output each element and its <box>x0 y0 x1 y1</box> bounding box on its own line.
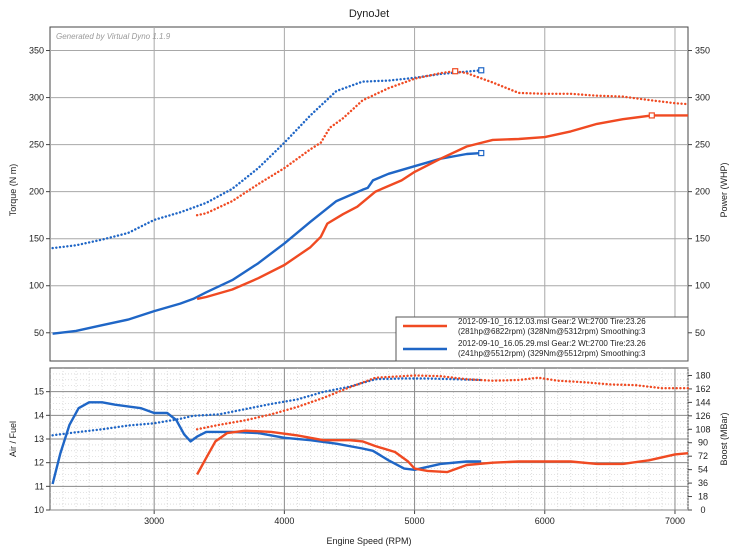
upper-y2-tick-label: 300 <box>695 93 710 103</box>
upper-end-markers <box>452 67 655 157</box>
peak-marker <box>452 68 459 75</box>
legend-entry-blue-line2: (241hp@5512rpm) (329Nm@5512rpm) Smoothin… <box>458 349 646 358</box>
upper-y2-axis-label: Power (WHP) <box>719 162 729 217</box>
lower-y2-tick-label: 36 <box>698 478 708 488</box>
upper-plot-area <box>49 26 689 362</box>
lower-y2-tick-label: 162 <box>695 384 710 394</box>
lower-y-tick-label: 13 <box>34 434 44 444</box>
upper-y-tick-label: 200 <box>29 187 44 197</box>
lower-y-tick-label: 11 <box>35 481 44 491</box>
peak-marker <box>478 67 485 74</box>
legend-entry-red-line1: 2012-09-10_16.12.03.msl Gear:2 Wt:2700 T… <box>458 317 646 326</box>
lower-y2-tick-label: 180 <box>695 370 710 380</box>
series-blue-torque-solid <box>52 151 482 335</box>
x-tick-label: 4000 <box>274 516 294 526</box>
legend: 2012-09-10_16.12.03.msl Gear:2 Wt:2700 T… <box>395 316 689 362</box>
x-tick-label: 5000 <box>405 516 425 526</box>
lower-y-tick-label: 10 <box>34 505 44 515</box>
lower-y-axis-label: Air / Fuel <box>8 421 18 457</box>
watermark: Generated by Virtual Dyno 1.1.9 <box>56 32 171 41</box>
upper-y-tick-label: 150 <box>29 234 44 244</box>
lower-grid <box>46 368 692 514</box>
x-tick-label: 6000 <box>535 516 555 526</box>
x-tick-label: 7000 <box>665 516 685 526</box>
upper-y2-tick-label: 150 <box>695 234 710 244</box>
upper-grid <box>46 27 692 361</box>
upper-y2-tick-label: 350 <box>695 46 710 56</box>
upper-y-tick-label: 350 <box>29 46 44 56</box>
upper-y2-tick-label: 50 <box>695 328 705 338</box>
lower-y2-tick-label: 72 <box>698 451 708 461</box>
series-red-afr-solid <box>196 429 689 476</box>
series-red-power-dotted <box>195 70 690 217</box>
lower-y2-tick-label: 126 <box>695 411 710 421</box>
lower-y2-axis-label: Boost (MBar) <box>719 412 729 465</box>
lower-y2-tick-label: 144 <box>695 397 710 407</box>
torque-power-panel: 50 100 150 200 250 300 350 50 100 150 200 250 300 350… <box>8 26 729 362</box>
series-blue-afr-solid <box>51 401 482 485</box>
upper-y-tick-label: 300 <box>29 93 44 103</box>
upper-y2-tick-label: 100 <box>695 281 710 291</box>
lower-tick-labels: 3000 4000 5000 6000 7000 10 11 12 13 14 15 0 18 36 54 7… <box>34 370 711 526</box>
upper-series <box>51 69 690 335</box>
peak-marker <box>648 112 655 119</box>
legend-entry-red-line2: (281hp@6822rpm) (328Nm@5312rpm) Smoothin… <box>458 327 646 336</box>
x-tick-label: 3000 <box>144 516 164 526</box>
upper-y-tick-label: 50 <box>34 328 44 338</box>
chart-title: DynoJet <box>349 8 389 20</box>
lower-y2-tick-label: 108 <box>695 424 710 434</box>
upper-y-tick-label: 250 <box>29 140 44 150</box>
upper-y-tick-label: 100 <box>29 281 44 291</box>
lower-y-tick-label: 14 <box>34 410 44 420</box>
series-red-torque-solid <box>196 114 688 301</box>
series-blue-boost-dotted <box>51 377 483 437</box>
legend-entry-blue-line1: 2012-09-10_16.05.29.msl Gear:2 Wt:2700 T… <box>458 339 646 348</box>
legend-box <box>395 316 689 362</box>
lower-y-tick-label: 12 <box>34 458 44 468</box>
lower-y-tick-label: 15 <box>34 387 44 397</box>
lower-y2-tick-label: 18 <box>698 492 708 502</box>
upper-y-axis-label: Torque (N m) <box>8 164 18 217</box>
lower-series <box>51 374 690 485</box>
peak-marker <box>478 149 485 157</box>
lower-y2-tick-label: 90 <box>698 438 708 448</box>
upper-y2-tick-label: 250 <box>695 140 710 150</box>
lower-y2-tick-label: 54 <box>698 465 708 475</box>
series-red-boost-dotted <box>195 374 690 431</box>
x-axis-label: Engine Speed (RPM) <box>326 536 411 546</box>
afr-boost-panel: 3000 4000 5000 6000 7000 10 11 12 13 14 15 0 18 36 54 7… <box>8 367 729 546</box>
lower-y2-tick-label: 0 <box>700 505 705 515</box>
upper-y2-tick-label: 200 <box>695 187 710 197</box>
upper-tick-labels: 50 100 150 200 250 300 350 50 100 150 200 250 300 350 <box>29 46 710 338</box>
